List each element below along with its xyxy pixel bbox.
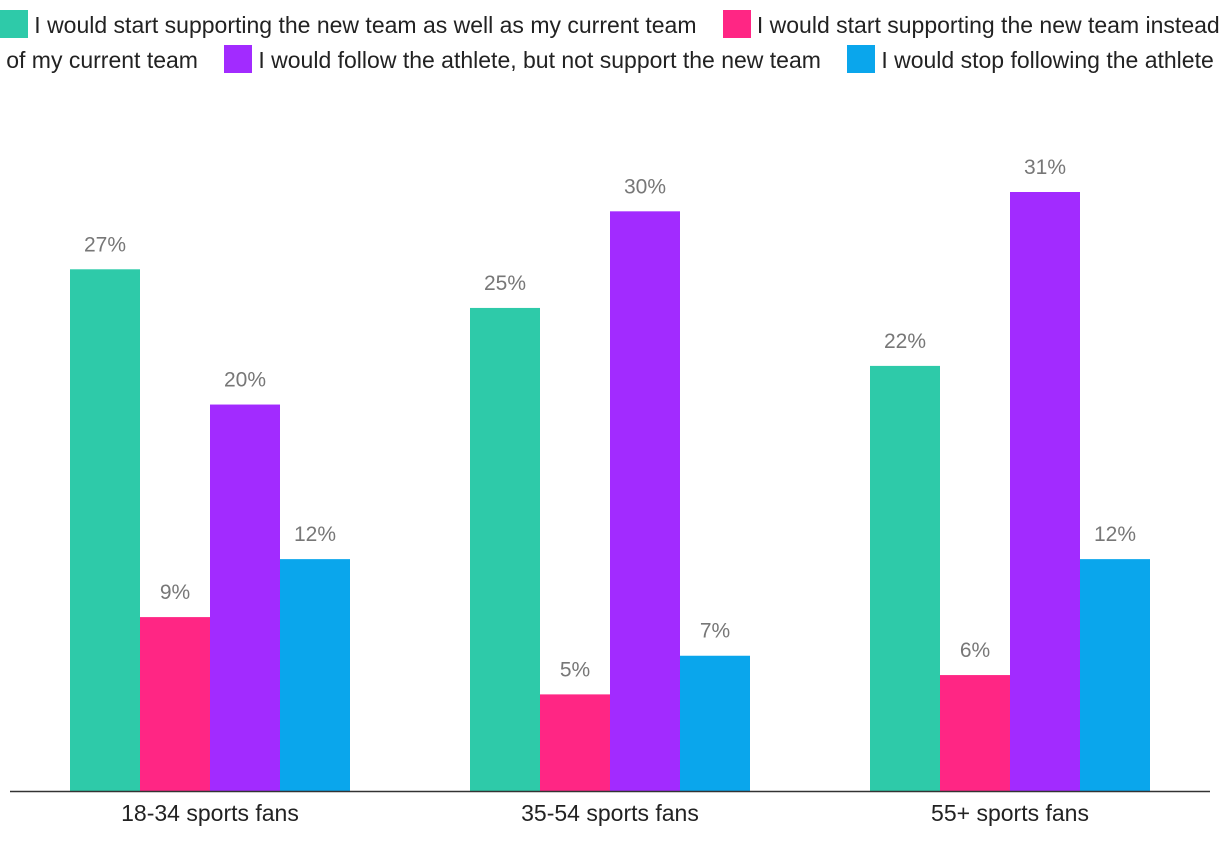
x-tick-label-2: 35-54 sports fans bbox=[521, 800, 699, 826]
bar-value-label-1-3: 20% bbox=[224, 369, 266, 392]
bar-3-3[interactable] bbox=[1010, 192, 1080, 791]
bar-1-4[interactable] bbox=[280, 559, 350, 791]
bar-3-2[interactable] bbox=[940, 675, 1010, 791]
bar-2-4[interactable] bbox=[680, 655, 750, 791]
bar-1-3[interactable] bbox=[210, 404, 280, 791]
bar-value-label-3-1: 22% bbox=[884, 330, 926, 353]
bar-value-label-1-2: 9% bbox=[160, 581, 190, 604]
x-tick-label-1: 18-34 sports fans bbox=[121, 800, 299, 826]
legend-swatch-2 bbox=[722, 10, 751, 38]
bar-2-2[interactable] bbox=[540, 694, 610, 791]
bar-value-label-2-4: 7% bbox=[700, 620, 730, 643]
bar-value-label-3-4: 12% bbox=[1094, 523, 1136, 546]
legend-swatch-3 bbox=[224, 45, 253, 73]
bar-1-2[interactable] bbox=[140, 617, 210, 791]
bar-value-label-1-1: 27% bbox=[84, 233, 126, 256]
legend-item-2[interactable]: I would start supporting the new team in… bbox=[6, 10, 1220, 73]
bar-2-3[interactable] bbox=[610, 211, 680, 792]
legend-label-1: I would start supporting the new team as… bbox=[34, 12, 697, 38]
legend-label-2: I would start supporting the new team in… bbox=[6, 12, 1220, 73]
legend-swatch-1 bbox=[0, 10, 29, 38]
legend-label-4: I would stop following the athlete bbox=[881, 47, 1214, 73]
bar-value-label-3-3: 31% bbox=[1024, 156, 1066, 179]
bar-2-1[interactable] bbox=[470, 307, 540, 791]
legend-label-3: I would follow the athlete, but not supp… bbox=[258, 47, 821, 73]
bar-value-label-3-2: 6% bbox=[960, 639, 990, 662]
bar-value-label-2-2: 5% bbox=[560, 658, 590, 681]
bar-value-label-1-4: 12% bbox=[294, 523, 336, 546]
legend-swatch-4 bbox=[847, 45, 876, 73]
bar-value-label-2-1: 25% bbox=[484, 272, 526, 295]
legend-item-1[interactable]: I would start supporting the new team as… bbox=[0, 10, 697, 38]
legend-item-4[interactable]: I would stop following the athlete bbox=[847, 45, 1214, 73]
bar-3-4[interactable] bbox=[1080, 559, 1150, 791]
x-tick-label-3: 55+ sports fans bbox=[931, 800, 1089, 826]
chart-legend: I would start supporting the new team as… bbox=[0, 8, 1220, 78]
legend-item-3[interactable]: I would follow the athlete, but not supp… bbox=[224, 45, 821, 73]
bar-value-label-2-3: 30% bbox=[624, 175, 666, 198]
bar-3-1[interactable] bbox=[870, 365, 940, 791]
bar-1-1[interactable] bbox=[70, 269, 140, 792]
